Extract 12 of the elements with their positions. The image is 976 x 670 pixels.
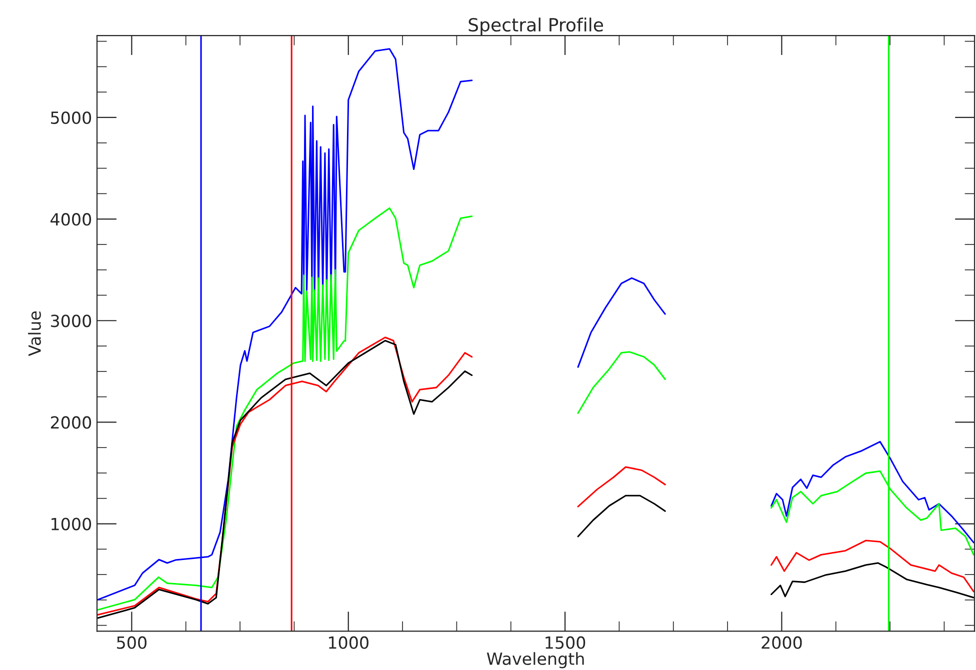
x-tick-label: 500 (117, 636, 146, 649)
y-tick-label: 2000 (50, 416, 92, 429)
x-tick-label: 1000 (328, 636, 368, 649)
y-tick-label: 3000 (51, 314, 92, 328)
y-tick-label: 5000 (51, 111, 92, 124)
x-tick-label: 1500 (546, 636, 586, 649)
chart-title: Spectral Profile (468, 18, 604, 36)
y-axis-title: Value (28, 311, 41, 356)
y-tick-label: 1000 (52, 518, 92, 530)
x-tick-label: 2000 (762, 636, 802, 649)
y-tick-label: 4000 (50, 213, 92, 226)
x-axis-title: Wavelength (486, 652, 584, 668)
